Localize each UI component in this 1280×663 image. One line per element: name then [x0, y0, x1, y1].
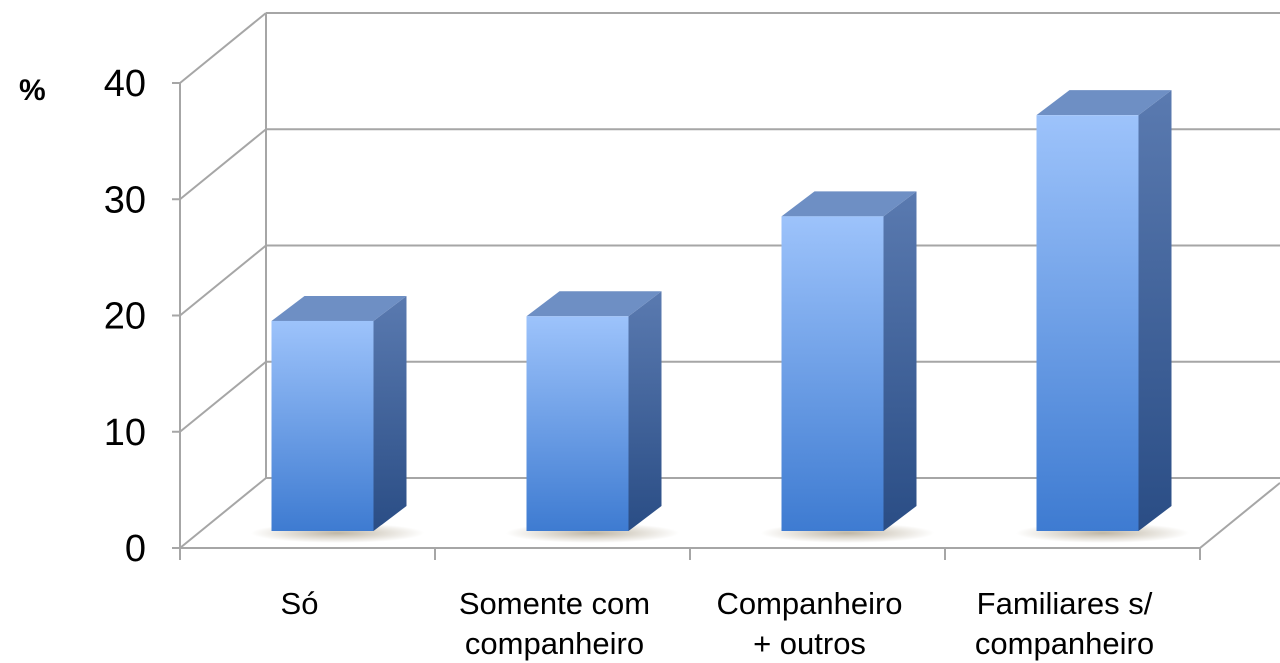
bar-top: [526, 291, 662, 317]
bar: [781, 216, 884, 531]
y-tick-label-30: 30: [104, 179, 146, 221]
bar-side: [628, 291, 662, 531]
x-category-label: Só: [281, 586, 319, 621]
floor-right-edge: [1199, 482, 1280, 549]
x-category-label: + outros: [753, 626, 866, 661]
axes: [172, 82, 1280, 560]
x-category-label: companheiro: [465, 626, 644, 661]
wall-gridline-20: [179, 244, 267, 317]
bar: [271, 320, 374, 531]
bar-side: [373, 295, 407, 531]
x-category-label: companheiro: [975, 626, 1154, 661]
labels: 0 10 20 30 40 Só Somente com companheiro Companh…: [104, 63, 1154, 661]
wall-gridline-0: [179, 477, 267, 549]
bars: [250, 90, 1190, 543]
wall-gridline-10: [179, 360, 267, 433]
y-tick-label-20: 20: [104, 296, 146, 338]
x-category-label: Somente com: [459, 586, 650, 621]
bar: [526, 316, 629, 531]
gridlines: [179, 12, 1280, 549]
bar-top: [781, 191, 917, 217]
bar-side: [883, 191, 917, 531]
x-category-label: Companheiro: [716, 586, 902, 621]
y-tick-label-10: 10: [104, 412, 146, 454]
y-axis-unit-label: %: [19, 74, 46, 107]
wall-gridline-30: [179, 128, 267, 201]
bar: [1036, 115, 1139, 532]
y-tick-label-40: 40: [104, 63, 146, 105]
x-category-label: Familiares s/: [977, 586, 1153, 621]
wall-gridline-40: [179, 12, 267, 84]
bar-side: [1138, 90, 1172, 532]
bar-top: [1036, 90, 1172, 116]
bar-top: [271, 295, 407, 321]
y-tick-label-0: 0: [125, 528, 146, 570]
